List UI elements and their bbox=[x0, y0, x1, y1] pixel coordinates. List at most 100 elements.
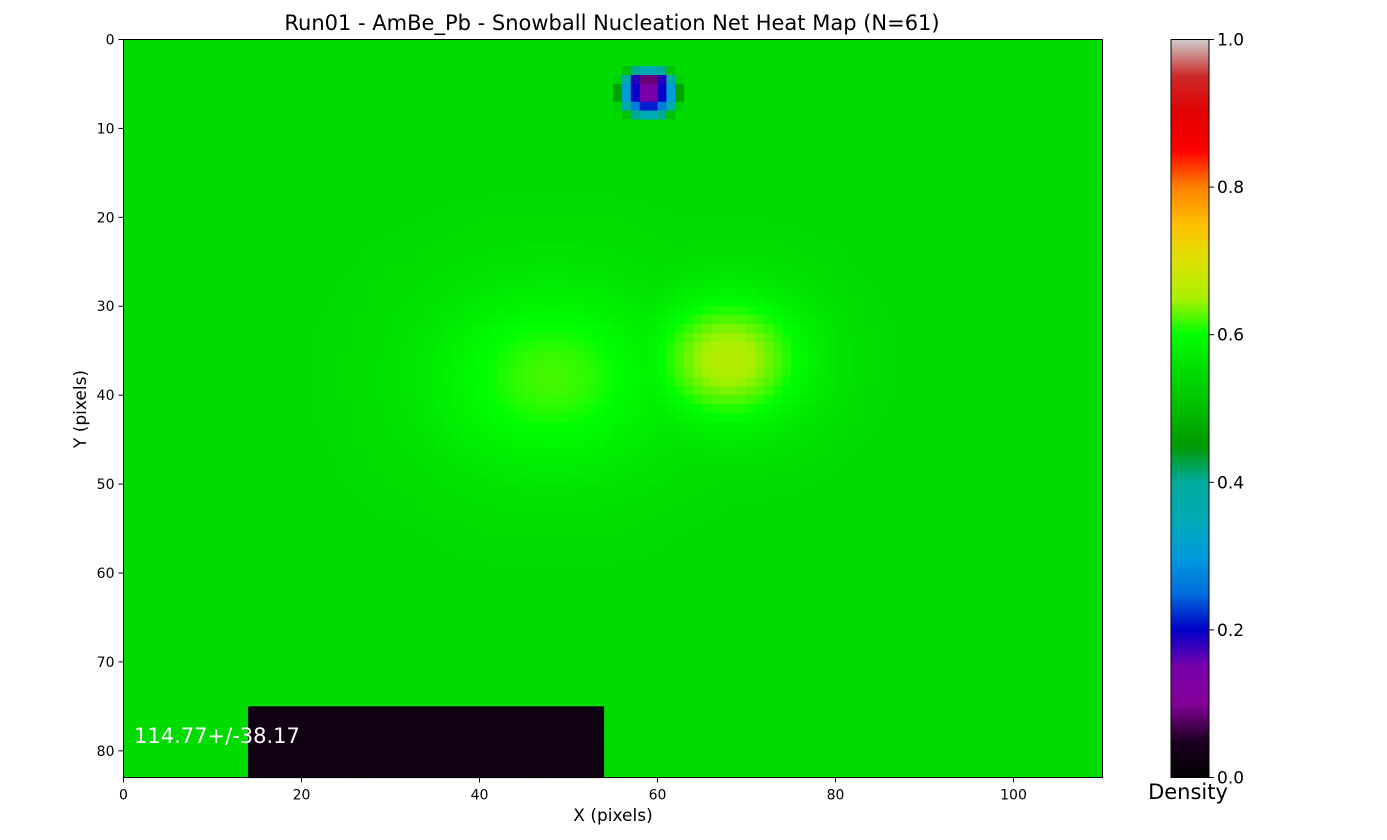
heatmap-cell bbox=[630, 163, 641, 174]
heatmap-cell bbox=[613, 128, 623, 138]
heatmap-cell bbox=[969, 288, 979, 298]
heatmap-cell bbox=[461, 270, 472, 281]
heatmap-cell bbox=[283, 439, 294, 450]
heatmap-cell bbox=[257, 377, 267, 387]
heatmap-cell bbox=[337, 439, 347, 450]
heatmap-cell bbox=[702, 57, 712, 67]
heatmap-cell bbox=[693, 48, 703, 58]
heatmap-cell bbox=[461, 359, 472, 370]
heatmap-cell bbox=[506, 324, 516, 334]
heatmap-cell bbox=[586, 359, 596, 370]
heatmap-cell bbox=[221, 235, 231, 245]
heatmap-cell bbox=[168, 110, 178, 121]
heatmap-cell bbox=[595, 163, 605, 174]
heatmap-cell bbox=[435, 190, 445, 201]
heatmap-cell bbox=[310, 110, 320, 121]
heatmap-cell bbox=[755, 297, 765, 307]
heatmap-cell bbox=[194, 199, 205, 210]
heatmap-cell bbox=[791, 39, 801, 49]
heatmap-cell bbox=[408, 155, 418, 165]
heatmap-cell bbox=[755, 66, 765, 76]
heatmap-cell bbox=[1093, 315, 1104, 325]
heatmap-cell bbox=[310, 75, 320, 85]
heatmap-cell bbox=[363, 395, 374, 405]
heatmap-cell bbox=[799, 172, 810, 183]
heatmap-cell bbox=[452, 261, 463, 272]
heatmap-cell bbox=[853, 288, 863, 298]
heatmap-cell bbox=[372, 368, 383, 378]
heatmap-cell bbox=[354, 83, 365, 94]
heatmap-cell bbox=[951, 235, 961, 245]
heatmap-cell bbox=[666, 226, 676, 236]
heatmap-cell bbox=[702, 199, 712, 210]
heatmap-cell bbox=[390, 288, 400, 298]
heatmap-cell bbox=[390, 297, 400, 307]
heatmap-cell bbox=[1066, 395, 1077, 405]
heatmap-cell bbox=[915, 155, 926, 165]
heatmap-cell bbox=[265, 119, 276, 130]
heatmap-cell bbox=[951, 137, 961, 147]
heatmap-cell bbox=[479, 57, 489, 67]
heatmap-cell bbox=[933, 199, 943, 210]
heatmap-cell bbox=[132, 332, 142, 343]
heatmap-cell bbox=[746, 306, 756, 316]
heatmap-cell bbox=[310, 386, 320, 396]
heatmap-cell bbox=[257, 226, 267, 236]
heatmap-cell bbox=[248, 155, 258, 165]
heatmap-cell bbox=[737, 421, 748, 432]
heatmap-cell bbox=[435, 252, 445, 263]
heatmap-cell bbox=[675, 39, 685, 49]
heatmap-cell bbox=[1084, 146, 1095, 156]
heatmap-cell bbox=[657, 350, 667, 361]
heatmap-cell bbox=[568, 57, 578, 67]
heatmap-cell bbox=[986, 190, 997, 201]
heatmap-cell bbox=[283, 332, 294, 343]
heatmap-cell bbox=[265, 359, 276, 370]
heatmap-cell bbox=[132, 101, 142, 112]
heatmap-cell bbox=[1075, 137, 1086, 147]
heatmap-cell bbox=[951, 39, 961, 49]
heatmap-cell bbox=[1084, 155, 1095, 165]
heatmap-cell bbox=[346, 101, 356, 112]
heatmap-cell bbox=[185, 395, 196, 405]
heatmap-cell bbox=[942, 430, 952, 441]
heatmap-cell bbox=[808, 217, 819, 227]
heatmap-cell bbox=[1093, 57, 1104, 67]
heatmap-cell bbox=[123, 252, 133, 263]
heatmap-cell bbox=[977, 119, 988, 130]
heatmap-cell bbox=[515, 341, 525, 352]
heatmap-cell bbox=[728, 297, 739, 307]
heatmap-cell bbox=[933, 83, 943, 94]
heatmap-cell bbox=[497, 368, 507, 378]
heatmap-cell bbox=[853, 110, 863, 121]
heatmap-cell bbox=[853, 48, 863, 58]
heatmap-cell bbox=[657, 261, 667, 272]
heatmap-cell bbox=[862, 404, 872, 414]
heatmap-cell bbox=[648, 252, 659, 263]
heatmap-cell bbox=[541, 146, 552, 156]
heatmap-cell bbox=[443, 83, 454, 94]
heatmap-cell bbox=[479, 377, 489, 387]
heatmap-cell bbox=[230, 83, 240, 94]
heatmap-cell bbox=[257, 341, 267, 352]
heatmap-cell bbox=[604, 332, 614, 343]
heatmap-cell bbox=[835, 315, 845, 325]
heatmap-cell bbox=[1013, 412, 1023, 423]
heatmap-cell bbox=[595, 57, 605, 67]
heatmap-cell bbox=[141, 66, 151, 76]
heatmap-cell bbox=[212, 306, 222, 316]
heatmap-cell bbox=[443, 359, 454, 370]
heatmap-cell bbox=[132, 297, 142, 307]
heatmap-cell bbox=[497, 181, 507, 192]
heatmap-cell bbox=[942, 155, 952, 165]
heatmap-cell bbox=[1075, 341, 1086, 352]
heatmap-cell bbox=[390, 137, 400, 147]
heatmap-cell bbox=[568, 279, 578, 290]
heatmap-cell bbox=[1066, 217, 1077, 227]
heatmap-cell bbox=[372, 404, 383, 414]
heatmap-cell bbox=[292, 66, 303, 76]
heatmap-cell bbox=[1093, 199, 1104, 210]
heatmap-cell bbox=[586, 208, 596, 218]
heatmap-cell bbox=[862, 163, 872, 174]
heatmap-cell bbox=[791, 208, 801, 218]
